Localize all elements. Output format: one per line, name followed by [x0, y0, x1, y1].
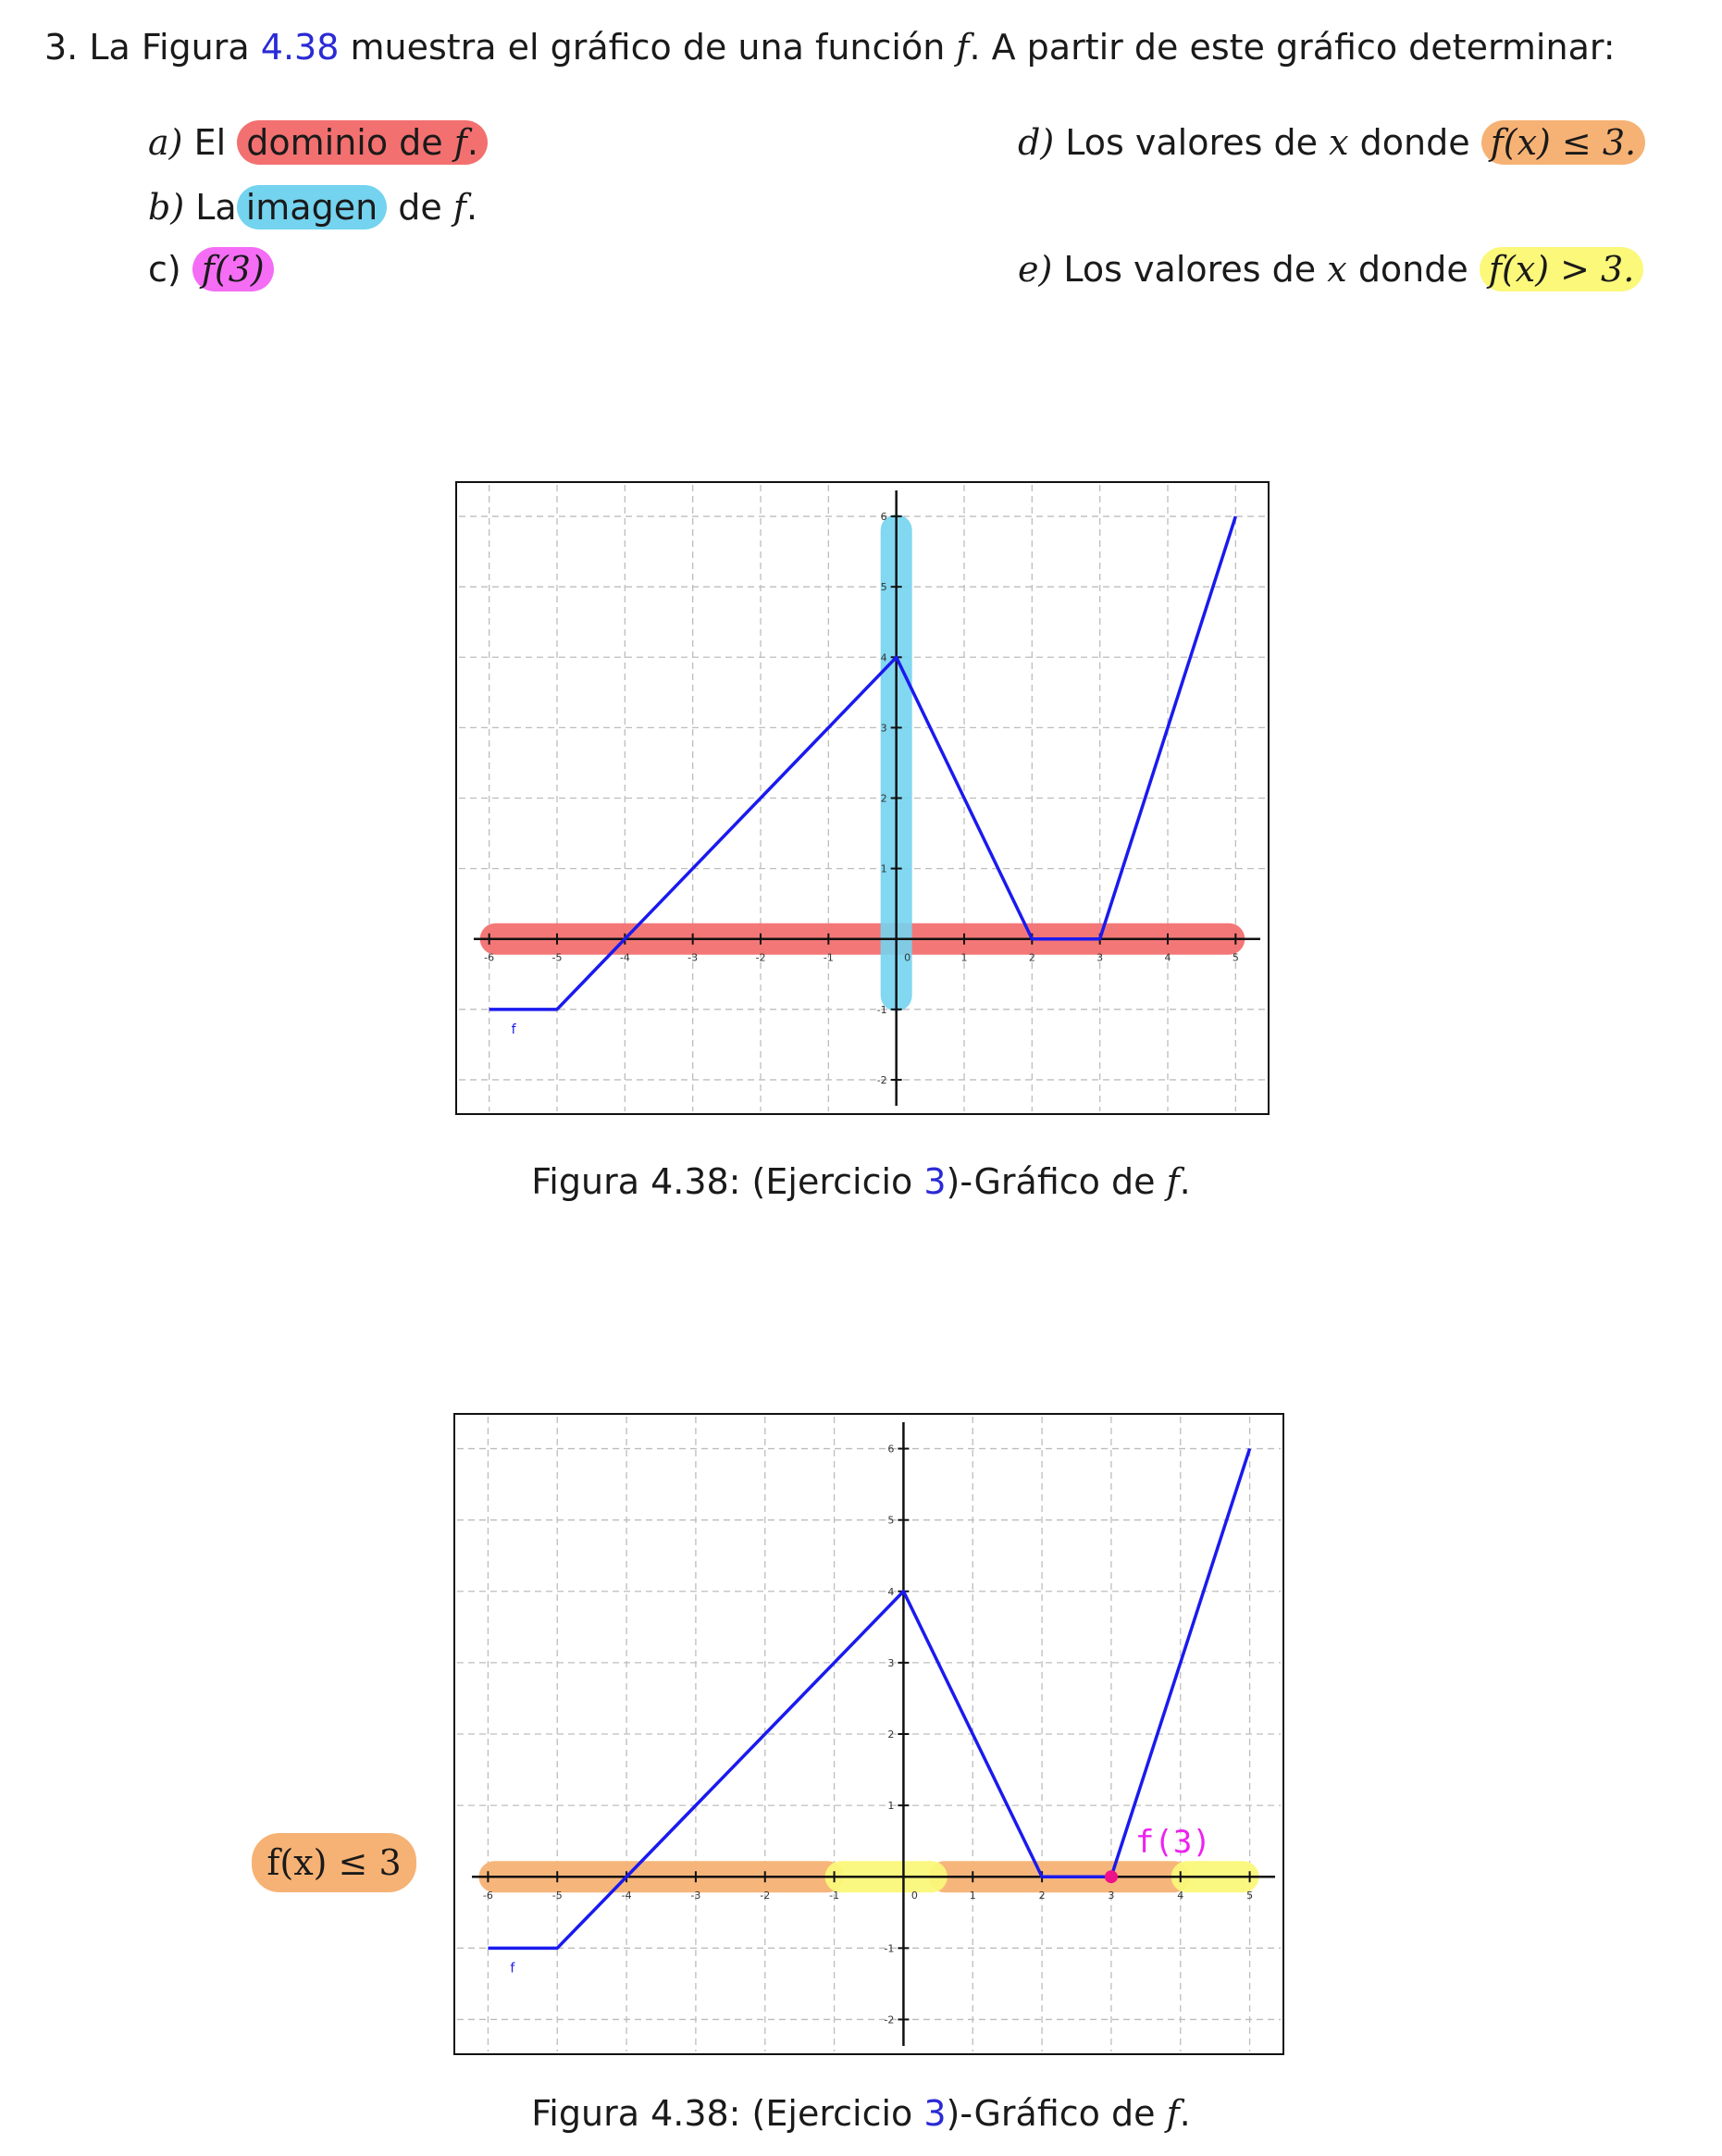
x-tick-label: -6: [483, 1890, 493, 1902]
caption-end: .: [1179, 1161, 1191, 1202]
intro-text-mid: muestra el gráfico de una función: [350, 27, 946, 68]
item-b-pre: La: [195, 187, 237, 228]
intro-text: La Figura: [89, 27, 250, 68]
item-d: d) Los valores de x donde f(x) ≤ 3.: [1018, 120, 1646, 165]
x-tick-label: 2: [1039, 1890, 1046, 1902]
caption-2: Figura 4.38: (Ejercicio 3)-Gráfico de f.: [0, 2093, 1722, 2134]
series-label: f: [510, 1961, 515, 1976]
y-tick-label: 5: [887, 1515, 894, 1527]
y-tick-label: -1: [884, 1942, 894, 1954]
function-symbol: f: [956, 27, 970, 68]
function-symbol: f: [453, 122, 467, 163]
x-tick-label: 1: [961, 952, 968, 964]
x-tick-label: -1: [824, 952, 834, 964]
leq-highlight: f(x) ≤ 3.: [1480, 120, 1646, 165]
caption-text: Figura 4.38: (Ejercicio: [531, 1161, 913, 1202]
x-tick-label: 1: [970, 1890, 976, 1902]
y-tick-label: -1: [877, 1004, 887, 1016]
y-tick-label: -2: [877, 1074, 887, 1086]
gt-highlight: f(x) > 3.: [1479, 247, 1644, 291]
item-a: a) El dominio de f.: [148, 120, 488, 165]
x-tick-label: -5: [552, 1890, 563, 1902]
caption-1: Figura 4.38: (Ejercicio 3)-Gráfico de f.: [0, 1161, 1722, 1202]
y-tick-label: 5: [881, 581, 887, 593]
function-symbol: f: [452, 187, 466, 228]
leq-side-label: f(x) ≤ 3: [252, 1833, 416, 1892]
item-b-end: .: [465, 187, 478, 228]
series-line-f: [489, 515, 1237, 1011]
figure-reference-link[interactable]: 4.38: [260, 27, 340, 68]
item-a-end: .: [466, 122, 478, 163]
caption-end: .: [1179, 2093, 1191, 2134]
y-tick-label: 2: [887, 1729, 894, 1741]
x-tick-label: -4: [622, 1890, 632, 1902]
item-d-pre: Los valores de: [1065, 122, 1319, 163]
caption-text-mid: )-Gráfico de: [946, 1161, 1156, 1202]
exercise-reference-link[interactable]: 3: [923, 1161, 947, 1202]
item-e-pre: Los valores de: [1063, 249, 1317, 290]
item-a-pre: El: [193, 122, 227, 163]
x-tick-label: 3: [1096, 952, 1103, 964]
item-e-label: e): [1018, 249, 1053, 290]
y-tick-label: 4: [881, 651, 887, 663]
caption-text: Figura 4.38: (Ejercicio: [531, 2093, 913, 2134]
x-tick-label: -4: [620, 952, 630, 964]
caption-text-mid: )-Gráfico de: [946, 2093, 1156, 2134]
item-b-label: b): [148, 187, 185, 228]
image-highlight: imagen: [236, 185, 388, 229]
function-graph-1: -6 -5 -4 -3 -2 -1 0 1 2 3 4 5 -2 -1 1 2 3 4 5 6 f: [455, 481, 1270, 1115]
x-tick-label: 0: [911, 1890, 918, 1902]
item-a-label: a): [148, 122, 183, 163]
intro-text-end: . A partir de este gráfico determinar:: [969, 27, 1616, 68]
x-tick-label: 3: [1108, 1890, 1114, 1902]
x-tick-label: -3: [690, 1890, 700, 1902]
y-tick-label: 3: [887, 1657, 894, 1669]
y-tick-label: 6: [881, 511, 887, 523]
item-e-mid: donde: [1357, 249, 1468, 290]
x-tick-label: -5: [552, 952, 563, 964]
item-c: c) f(3): [148, 247, 274, 291]
variable-x: x: [1327, 249, 1347, 290]
y-tick-label: 4: [887, 1586, 894, 1598]
y-tick-label: 1: [887, 1800, 894, 1812]
variable-x: x: [1329, 122, 1349, 163]
x-tick-label: 4: [1177, 1890, 1183, 1902]
domain-highlight: dominio de f.: [237, 120, 488, 165]
y-tick-label: 6: [887, 1444, 894, 1456]
point-f3: [1104, 1870, 1118, 1884]
y-tick-label: 3: [881, 722, 887, 734]
x-tick-label: -3: [688, 952, 698, 964]
exercise-reference-link[interactable]: 3: [923, 2093, 947, 2134]
x-tick-label: 5: [1246, 1890, 1253, 1902]
x-tick-label: -6: [484, 952, 494, 964]
x-tick-label: 4: [1165, 952, 1171, 964]
y-tick-label: -2: [884, 2014, 894, 2026]
item-b-word: de: [398, 187, 442, 228]
item-c-label: c): [148, 249, 181, 290]
item-e: e) Los valores de x donde f(x) > 3.: [1018, 247, 1644, 291]
x-tick-label: -1: [829, 1890, 839, 1902]
x-tick-label: -2: [760, 1890, 770, 1902]
y-tick-label: 1: [881, 863, 887, 875]
function-symbol: f: [1166, 2093, 1180, 2134]
exercise-intro: 3. La Figura 4.38 muestra el gráfico de …: [44, 30, 1616, 65]
function-graph-2: -6 -5 -4 -3 -2 -1 0 1 2 3 4 5 -2 -1 1 2 3 4 5 6 f f(3): [453, 1413, 1284, 2055]
item-d-label: d): [1018, 122, 1055, 163]
series-label: f: [512, 1022, 517, 1037]
y-tick-label: 2: [881, 793, 887, 805]
f3-highlight: f(3): [192, 247, 274, 291]
item-b: b) La imagen de f.: [148, 185, 478, 229]
x-tick-label: 2: [1029, 952, 1035, 964]
x-tick-label: -2: [756, 952, 766, 964]
item-d-mid: donde: [1359, 122, 1470, 163]
function-symbol: f: [1166, 1161, 1180, 1202]
x-tick-label: 5: [1233, 952, 1239, 964]
point-f3-label: f(3): [1135, 1824, 1211, 1861]
x-tick-label: 0: [904, 952, 911, 964]
exercise-number: 3.: [44, 27, 79, 68]
item-a-highlighted: dominio de: [246, 122, 443, 163]
